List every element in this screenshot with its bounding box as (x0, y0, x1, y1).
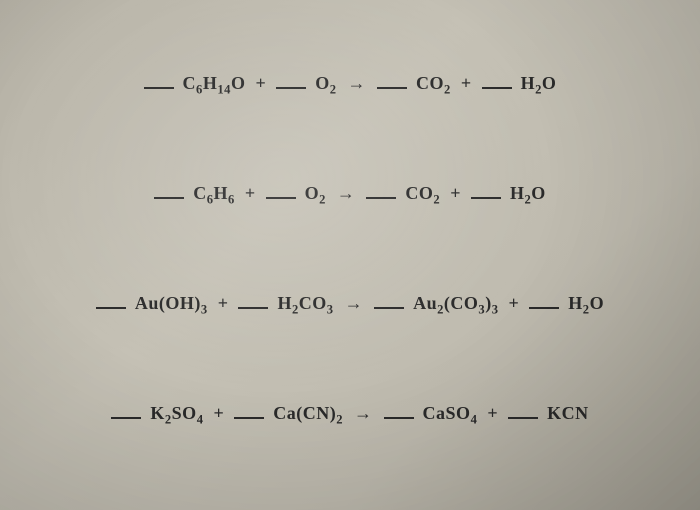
equation-3: Au(OH)3 + H2CO3 → Au2(CO3)3 + H2O (20, 293, 680, 318)
chemical-formula: H2O (510, 183, 546, 203)
equation-1: C6H14O + O2 → CO2 + H2O (20, 73, 680, 98)
reaction-arrow: → (354, 403, 373, 423)
coefficient-blank[interactable] (266, 183, 296, 199)
chemical-formula: O2 (315, 73, 336, 93)
coefficient-blank[interactable] (471, 183, 501, 199)
chemical-formula: H2CO3 (277, 293, 333, 313)
coefficient-blank[interactable] (482, 73, 512, 89)
chemical-formula: Au(OH)3 (135, 293, 208, 313)
coefficient-blank[interactable] (96, 293, 126, 309)
reaction-arrow: → (345, 293, 364, 313)
coefficient-blank[interactable] (234, 403, 264, 419)
chemical-formula: CO2 (405, 183, 440, 203)
chemical-formula: H2O (568, 293, 604, 313)
coefficient-blank[interactable] (508, 403, 538, 419)
coefficient-blank[interactable] (238, 293, 268, 309)
coefficient-blank[interactable] (374, 293, 404, 309)
coefficient-blank[interactable] (366, 183, 396, 199)
chemical-formula: Ca(CN)2 (273, 403, 343, 423)
equation-2: C6H6 + O2 → CO2 + H2O (20, 183, 680, 208)
plus-sign: + (245, 183, 256, 203)
chemical-formula: O2 (305, 183, 326, 203)
plus-sign: + (218, 293, 229, 313)
plus-sign: + (461, 73, 472, 93)
coefficient-blank[interactable] (111, 403, 141, 419)
chemical-formula: C6H14O (183, 73, 246, 93)
chemical-formula: H2O (521, 73, 557, 93)
chemical-formula: KCN (547, 403, 589, 423)
coefficient-blank[interactable] (529, 293, 559, 309)
plus-sign: + (487, 403, 498, 423)
coefficient-blank[interactable] (154, 183, 184, 199)
equation-4: K2SO4 + Ca(CN)2 → CaSO4 + KCN (20, 403, 680, 428)
reaction-arrow: → (337, 183, 356, 203)
chemical-formula: K2SO4 (150, 403, 203, 423)
plus-sign: + (255, 73, 266, 93)
chemical-formula: C6H6 (193, 183, 235, 203)
coefficient-blank[interactable] (377, 73, 407, 89)
plus-sign: + (450, 183, 461, 203)
coefficient-blank[interactable] (144, 73, 174, 89)
chemical-formula: Au2(CO3)3 (413, 293, 498, 313)
plus-sign: + (213, 403, 224, 423)
coefficient-blank[interactable] (276, 73, 306, 89)
chemical-formula: CO2 (416, 73, 451, 93)
plus-sign: + (508, 293, 519, 313)
reaction-arrow: → (348, 73, 367, 93)
chemical-formula: CaSO4 (423, 403, 478, 423)
coefficient-blank[interactable] (384, 403, 414, 419)
